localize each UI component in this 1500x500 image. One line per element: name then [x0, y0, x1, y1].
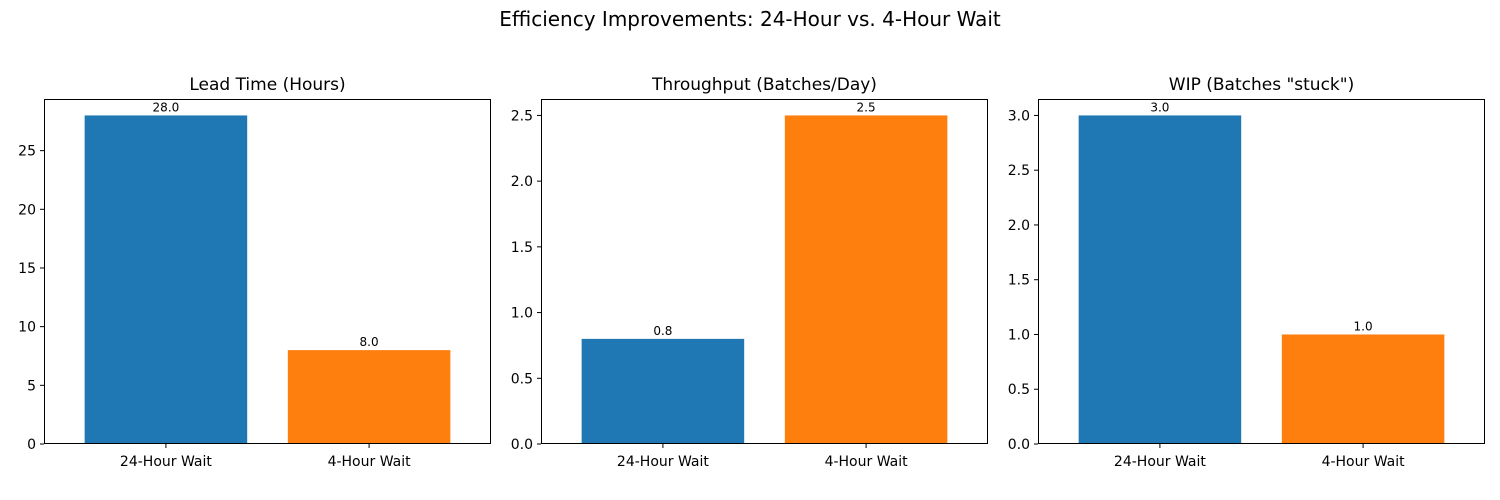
y-tick-label: 0.0	[1008, 437, 1030, 453]
y-tick-label: 0	[27, 437, 36, 453]
axes-frame	[1038, 99, 1485, 444]
bar-24-hour-wait	[581, 338, 745, 444]
bar-24-hour-wait	[84, 115, 248, 445]
y-tick-label: 2.5	[511, 108, 533, 124]
bar-value-label: 8.0	[360, 335, 379, 349]
x-tick-label: 4-Hour Wait	[825, 454, 909, 470]
y-tick-label: 2.5	[1008, 163, 1030, 179]
panel-title: Throughput (Batches/Day)	[651, 75, 877, 95]
bar-4-hour-wait	[1281, 334, 1445, 444]
bar-24-hour-wait	[1078, 115, 1242, 445]
x-tick-label: 4-Hour Wait	[1322, 454, 1406, 470]
axes-frame	[44, 99, 491, 444]
bar-4-hour-wait	[784, 115, 948, 445]
y-tick-label: 2.0	[511, 174, 533, 190]
chart-panel-3: WIP (Batches "stuck")3.024-Hour Wait1.04…	[1008, 75, 1485, 470]
y-tick-label: 3.0	[1008, 108, 1030, 124]
bar-value-label: 1.0	[1354, 319, 1373, 333]
y-tick-label: 1.0	[511, 306, 533, 322]
chart-panel-1: Lead Time (Hours) 28.0 24-Hour Wait 8.0 4-Ho…	[18, 75, 491, 470]
figure-title: Efficiency Improvements: 24-Hour vs. 4-H…	[499, 7, 1001, 31]
bar-value-label: 28.0	[153, 100, 180, 114]
bar-4-hour-wait	[287, 350, 451, 444]
axes-frame	[541, 99, 988, 444]
y-tick-label: 0.5	[1008, 382, 1030, 398]
panel-title: Lead Time (Hours)	[189, 75, 345, 95]
y-tick-label: 15	[18, 261, 36, 277]
bar-value-label: 0.8	[653, 324, 672, 338]
y-tick-label: 2.0	[1008, 218, 1030, 234]
y-tick-label: 10	[18, 320, 36, 336]
panel-title: WIP (Batches "stuck")	[1169, 75, 1354, 95]
y-tick-label: 25	[18, 144, 36, 160]
y-tick-label: 1.5	[1008, 273, 1030, 289]
chart-panels: Lead Time (Hours) 28.0 24-Hour Wait 8.0 4-Ho…	[18, 75, 1485, 470]
y-tick-label: 0.5	[511, 371, 533, 387]
y-tick-label: 20	[18, 202, 36, 218]
y-tick-label: 1.0	[1008, 327, 1030, 343]
x-tick-label: 24-Hour Wait	[617, 454, 709, 470]
x-tick-label: 24-Hour Wait	[120, 454, 212, 470]
y-tick-label: 1.5	[511, 240, 533, 256]
bar-value-label: 3.0	[1150, 100, 1169, 114]
y-tick-label: 0.0	[511, 437, 533, 453]
x-tick-label: 4-Hour Wait	[328, 454, 412, 470]
x-tick-label: 24-Hour Wait	[1114, 454, 1206, 470]
bar-value-label: 2.5	[857, 100, 876, 114]
y-tick-label: 5	[27, 378, 36, 394]
chart-panel-2: Throughput (Batches/Day) 0.8 24-Hour Wait 2…	[511, 75, 988, 470]
